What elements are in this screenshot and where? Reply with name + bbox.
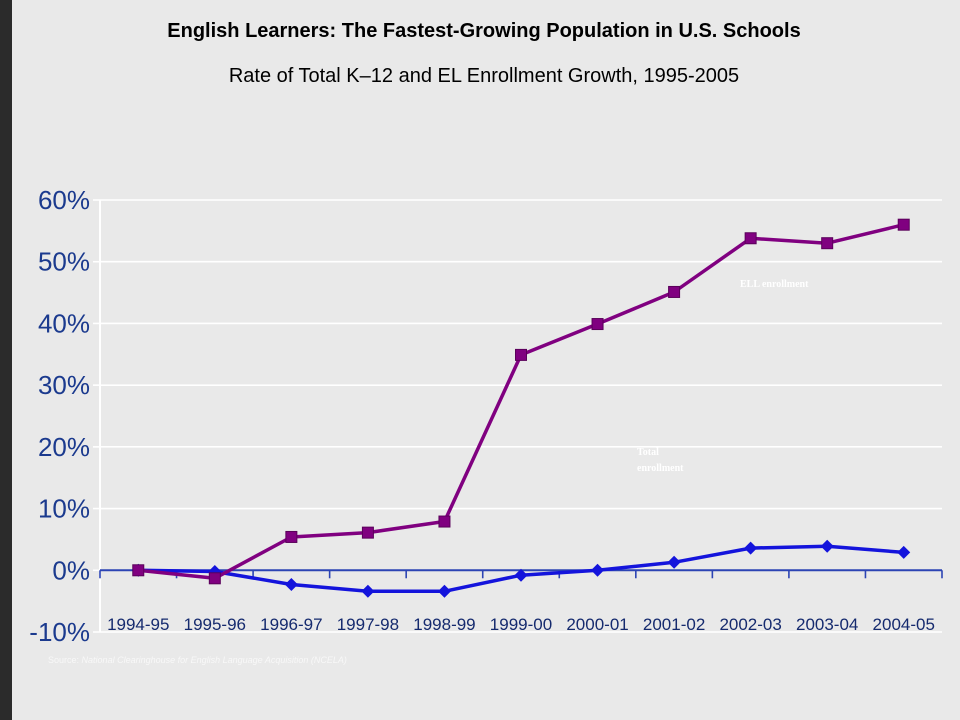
total-enrollment-point xyxy=(437,584,451,598)
ell-enrollment-line xyxy=(138,222,905,581)
series-label: Total enrollment xyxy=(637,447,684,474)
series-label: ELL enrollment xyxy=(740,279,809,290)
chart-title: English Learners: The Fastest-Growing Po… xyxy=(167,20,801,42)
ell-enrollment-point xyxy=(821,237,834,250)
x-tick-label: 2003-04 xyxy=(796,615,858,634)
y-tick-label: 10% xyxy=(38,494,90,524)
x-tick-label: 2000-01 xyxy=(566,615,628,634)
y-tick-label: 20% xyxy=(38,432,90,462)
total-enrollment-point xyxy=(820,539,834,553)
x-tick-label: 2001-02 xyxy=(643,615,705,634)
ell-enrollment-point xyxy=(668,285,681,298)
ell-enrollment-point xyxy=(438,515,451,528)
ell-enrollment-point xyxy=(208,572,221,585)
ell-enrollment-point xyxy=(744,232,757,245)
y-tick-label: 40% xyxy=(38,308,90,338)
x-tick-label: 2004-05 xyxy=(873,615,935,634)
total-enrollment-point xyxy=(667,555,681,569)
total-enrollment-point xyxy=(744,541,758,555)
left-edge-bar xyxy=(0,0,12,720)
ell-enrollment-point xyxy=(591,318,604,331)
ell-enrollment-point xyxy=(515,348,527,361)
x-tick-label: 1995-96 xyxy=(184,615,246,634)
x-tick-label: 1999-00 xyxy=(490,615,552,634)
total-enrollment-point xyxy=(284,577,298,591)
y-tick-label: 60% xyxy=(38,185,90,215)
total-enrollment-point xyxy=(514,568,528,582)
x-tick-label: 1997-98 xyxy=(337,615,399,634)
ell-enrollment-point xyxy=(285,530,298,543)
y-tick-label: 30% xyxy=(38,370,90,400)
x-tick-label: 2002-03 xyxy=(719,615,781,634)
x-tick-label: 1996-97 xyxy=(260,615,322,634)
x-tick-label: 1994-95 xyxy=(107,615,169,634)
gridlines xyxy=(100,199,942,633)
total-enrollment-point xyxy=(591,563,605,577)
source-note: Source: National Clearinghouse for Engli… xyxy=(48,655,347,665)
series-layer xyxy=(131,218,911,598)
y-tick-label: 50% xyxy=(38,247,90,277)
chart-subtitle: Rate of Total K–12 and EL Enrollment Gro… xyxy=(228,65,740,87)
ell-enrollment-point xyxy=(361,526,374,539)
axes: -10% 0% 10% 20% 30% 40% 50% 60% 1994-95 1995-96 19… xyxy=(29,185,943,647)
y-tick-label: -10% xyxy=(29,617,90,647)
ell-enrollment-point xyxy=(897,218,910,231)
total-enrollment-point xyxy=(897,545,911,559)
total-enrollment-point xyxy=(361,584,375,598)
source-text: National Clearinghouse for English Langu… xyxy=(81,655,347,665)
y-tick-label: 0% xyxy=(52,555,90,585)
x-tick-label: 1998-99 xyxy=(413,615,475,634)
series-labels: ELL enrollment Total enrollment xyxy=(637,279,809,474)
ell-enrollment-point xyxy=(132,564,145,577)
source-label: Source: xyxy=(48,655,80,665)
